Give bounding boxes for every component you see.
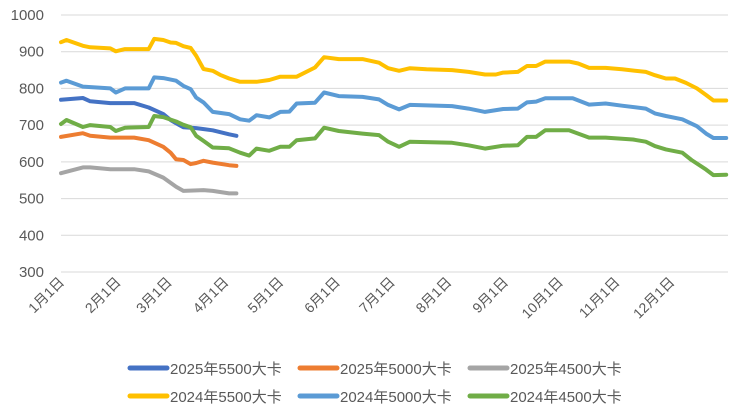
x-axis-labels: 1月1日 2月1日 3月1日 4月1日 5月1日 6月1日 7月1日 8月1日 9月1日 10月1… — [25, 274, 677, 322]
legend-label: 2024年5500大卡 — [170, 389, 282, 406]
gridlines — [61, 14, 728, 273]
legend-item: 2024年4500大卡 — [467, 389, 622, 406]
legend-item: 2025年5000大卡 — [297, 361, 452, 378]
x-tick-label: 10月1日 — [518, 274, 566, 322]
x-tick-label: 6月1日 — [301, 274, 343, 316]
x-tick-label: 11月1日 — [576, 274, 623, 321]
x-tick-label: 5月1日 — [244, 274, 286, 316]
x-tick-label: 4月1日 — [189, 274, 231, 316]
series-line-5 — [59, 75, 729, 140]
y-tick-label: 1000 — [11, 7, 44, 24]
y-tick-label: 600 — [19, 154, 44, 171]
x-tick-label: 12月1日 — [630, 274, 678, 322]
y-tick-label: 700 — [19, 117, 44, 134]
x-tick-label: 3月1日 — [133, 274, 175, 316]
series-lines — [59, 36, 729, 196]
legend-label: 2025年5000大卡 — [340, 361, 452, 378]
x-tick-label: 2月1日 — [82, 274, 124, 316]
legend-label: 2024年4500大卡 — [510, 389, 622, 406]
legend-item: 2025年4500大卡 — [467, 361, 622, 378]
y-tick-label: 800 — [19, 80, 44, 97]
series-line-1 — [59, 96, 239, 138]
y-tick-label: 500 — [19, 191, 44, 208]
series-line-4 — [59, 36, 729, 103]
legend: 2025年5500大卡 2025年5000大卡 2025年4500大卡 2024年55… — [127, 361, 622, 406]
legend-label: 2025年4500大卡 — [510, 361, 622, 378]
x-tick-label: 8月1日 — [412, 274, 454, 316]
legend-item: 2024年5000大卡 — [297, 389, 452, 406]
legend-item: 2025年5500大卡 — [127, 361, 282, 378]
x-tick-label: 7月1日 — [356, 274, 398, 316]
y-tick-label: 400 — [19, 227, 44, 244]
y-tick-label: 900 — [19, 44, 44, 61]
y-tick-label: 300 — [19, 264, 44, 281]
series-line-6 — [59, 114, 729, 178]
y-axis-labels: 1000 900 800 700 600 500 400 300 — [11, 7, 44, 281]
series-line-2 — [59, 131, 239, 168]
legend-label: 2025年5500大卡 — [170, 361, 282, 378]
legend-label: 2024年5000大卡 — [340, 389, 452, 406]
legend-item: 2024年5500大卡 — [127, 389, 282, 406]
series-line-3 — [59, 165, 239, 196]
x-tick-label: 9月1日 — [469, 274, 511, 316]
